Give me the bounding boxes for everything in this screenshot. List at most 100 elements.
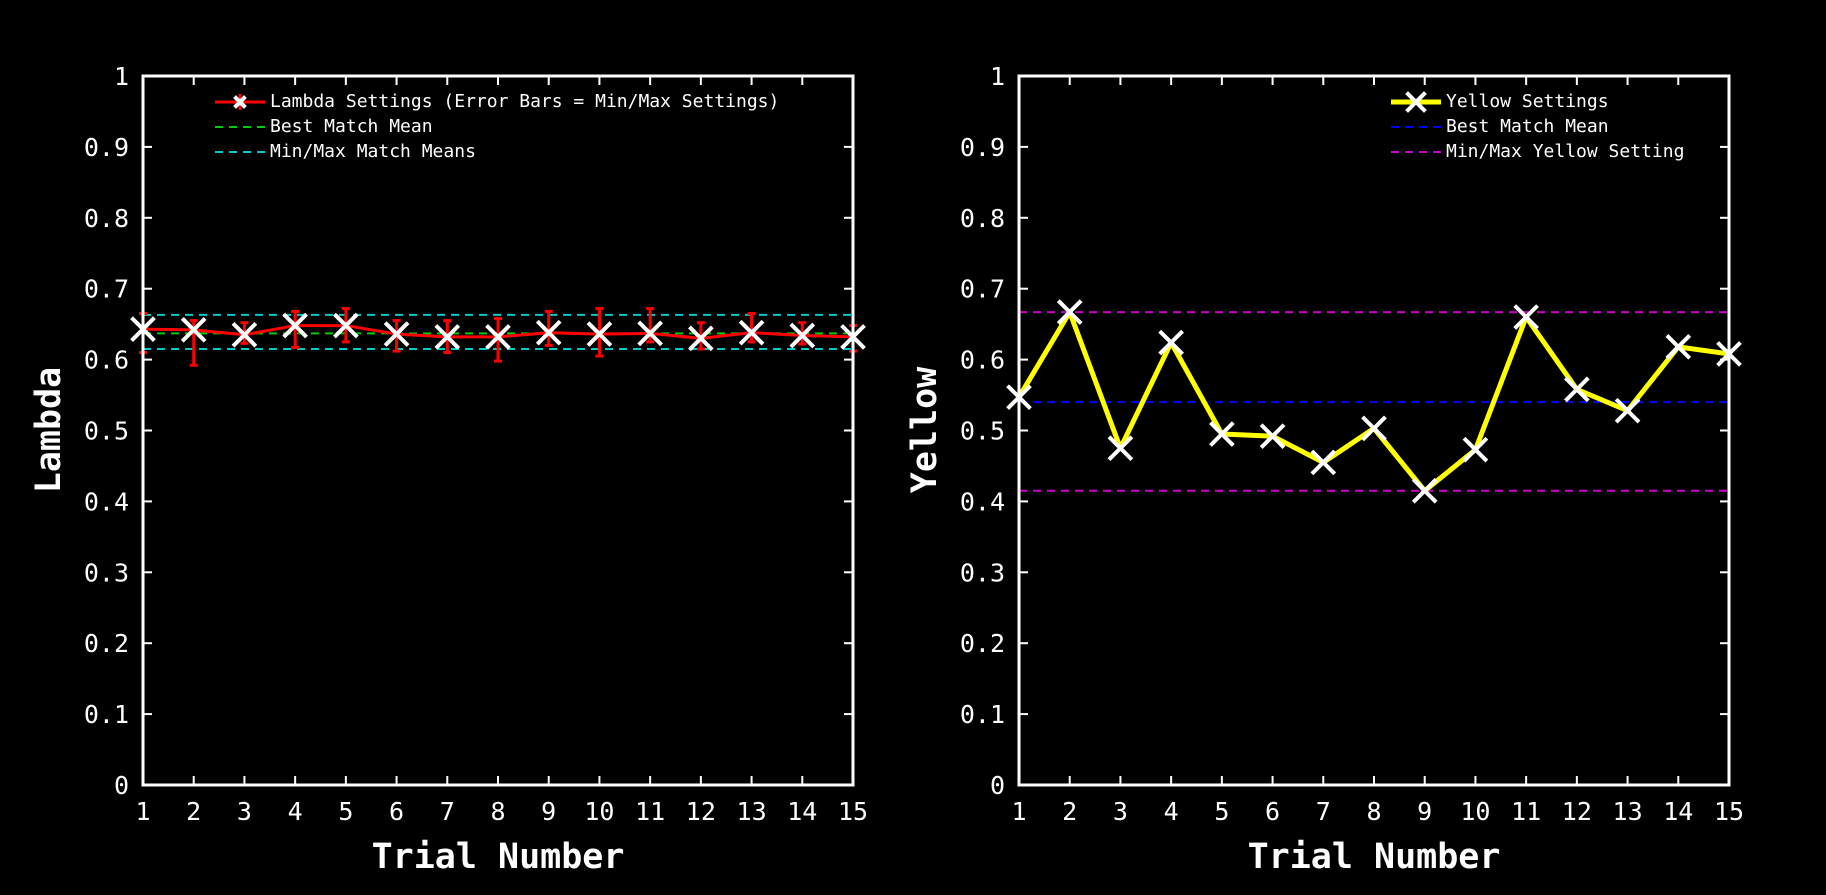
- yellow-y-axis-label: Yellow: [905, 366, 945, 493]
- x-tick-label: 6: [389, 797, 404, 826]
- marker-stroke: [1513, 304, 1539, 330]
- x-tick-label: 4: [1164, 797, 1179, 826]
- yellow-axis-ticks: 1 2 3 4 5 6 7 8 9 10 11 12 13 14 1500.10.20.30.40.50.6…: [960, 62, 1744, 826]
- marker-stroke: [1361, 415, 1387, 442]
- data-point-marker: [1361, 415, 1387, 442]
- marker-stroke: [1209, 421, 1235, 447]
- x-tick-label: 13: [737, 797, 767, 826]
- yellow-legend: Yellow Settings Best Match Mean Min/Max …: [1391, 91, 1684, 162]
- y-tick-label: 0: [114, 771, 129, 800]
- marker-stroke: [1462, 436, 1489, 463]
- x-tick-label: 12: [686, 797, 716, 826]
- marker-stroke: [1665, 334, 1692, 360]
- data-point-marker: [231, 321, 258, 348]
- marker-stroke: [1405, 91, 1427, 113]
- legend-label-best-match-mean: Best Match Mean: [270, 116, 433, 137]
- y-tick-label: 0.7: [84, 275, 129, 304]
- y-tick-label: 0: [990, 771, 1005, 800]
- marker-stroke: [1310, 449, 1337, 476]
- y-tick-label: 0.3: [84, 558, 129, 587]
- y-tick-label: 0.6: [960, 346, 1005, 375]
- marker-stroke: [1411, 477, 1438, 504]
- x-tick-label: 11: [635, 797, 665, 826]
- y-tick-label: 0.6: [84, 346, 129, 375]
- legend-label-lambda-settings: Lambda Settings (Error Bars = Min/Max Se…: [270, 91, 779, 112]
- x-tick-label: 7: [1316, 797, 1331, 826]
- y-tick-label: 0.4: [960, 487, 1005, 516]
- data-point-marker: [180, 316, 207, 343]
- marker-stroke: [333, 312, 359, 339]
- y-tick-label: 1: [114, 62, 129, 91]
- data-point-marker: [637, 320, 663, 347]
- marker-stroke: [738, 319, 765, 346]
- x-tick-label: 5: [1214, 797, 1229, 826]
- x-tick-label: 5: [338, 797, 353, 826]
- data-point-marker: [333, 312, 359, 339]
- marker-stroke: [688, 325, 714, 352]
- marker-stroke: [586, 321, 613, 347]
- lambda-x-axis-label: Trial Number: [372, 837, 625, 877]
- marker-stroke: [485, 324, 511, 350]
- data-point-marker: [586, 321, 613, 347]
- lambda-chart-panel: Lambda Settings (Error Bars = Min/Max Se…: [29, 62, 868, 877]
- data-point-marker: [1513, 304, 1539, 330]
- y-tick-label: 0.2: [84, 629, 129, 658]
- y-tick-label: 0.9: [960, 133, 1005, 162]
- y-tick-label: 0.2: [960, 629, 1005, 658]
- error-bar: [646, 307, 655, 344]
- marker-stroke: [1614, 397, 1641, 424]
- x-tick-label: 14: [1663, 797, 1693, 826]
- data-point-marker: [1411, 477, 1438, 504]
- x-tick-label: 14: [787, 797, 817, 826]
- x-tick-label: 11: [1511, 797, 1541, 826]
- error-bar: [291, 309, 300, 350]
- x-tick-label: 9: [1417, 797, 1432, 826]
- legend-marker: [1405, 91, 1427, 113]
- legend-sample-lambda-settings: [215, 94, 265, 110]
- data-point-marker: [485, 324, 511, 350]
- error-bar: [544, 309, 553, 347]
- data-point-marker: [789, 322, 816, 349]
- data-point-marker: [535, 319, 562, 346]
- y-tick-label: 0.4: [84, 487, 129, 516]
- marker-stroke: [231, 321, 258, 348]
- data-point-marker: [1107, 435, 1134, 462]
- lambda-legend: Lambda Settings (Error Bars = Min/Max Se…: [215, 91, 779, 162]
- y-tick-label: 0.5: [84, 417, 129, 446]
- x-tick-label: 8: [1366, 797, 1381, 826]
- x-tick-label: 2: [1062, 797, 1077, 826]
- marker-stroke: [1056, 299, 1083, 325]
- marker-stroke: [180, 316, 207, 343]
- y-tick-label: 0.9: [84, 133, 129, 162]
- x-tick-label: 1: [135, 797, 150, 826]
- y-tick-label: 0.8: [960, 204, 1005, 233]
- y-tick-label: 0.3: [960, 558, 1005, 587]
- y-tick-label: 0.1: [84, 700, 129, 729]
- marker-stroke: [789, 322, 816, 349]
- x-tick-label: 1: [1011, 797, 1026, 826]
- legend-label-best-match-mean-right: Best Match Mean: [1446, 116, 1609, 137]
- data-point-marker: [1259, 423, 1286, 450]
- y-tick-label: 0.7: [960, 275, 1005, 304]
- x-tick-label: 2: [186, 797, 201, 826]
- data-point-marker: [1158, 329, 1184, 356]
- data-point-marker: [1310, 449, 1337, 476]
- x-tick-label: 6: [1265, 797, 1280, 826]
- data-point-marker: [738, 319, 765, 346]
- lambda-axis-ticks: 1 2 3 4 5 6 7 8 9 10 11 12 13 14 1500.10.20.30.40.50.6…: [84, 62, 868, 826]
- marker-stroke: [1107, 435, 1134, 462]
- error-bar: [494, 316, 502, 363]
- data-point-marker: [1665, 334, 1692, 360]
- y-tick-label: 0.8: [84, 204, 129, 233]
- x-tick-label: 15: [1714, 797, 1744, 826]
- error-bar: [747, 312, 756, 344]
- y-tick-label: 0.5: [960, 417, 1005, 446]
- marker-stroke: [1158, 329, 1184, 356]
- yellow-plot-data: [1006, 299, 1742, 504]
- yellow-chart-panel: Yellow Settings Best Match Mean Min/Max …: [905, 62, 1744, 877]
- x-tick-label: 3: [237, 797, 252, 826]
- marker-stroke: [637, 320, 663, 347]
- y-tick-label: 1: [990, 62, 1005, 91]
- lambda-plot-data: [130, 307, 866, 367]
